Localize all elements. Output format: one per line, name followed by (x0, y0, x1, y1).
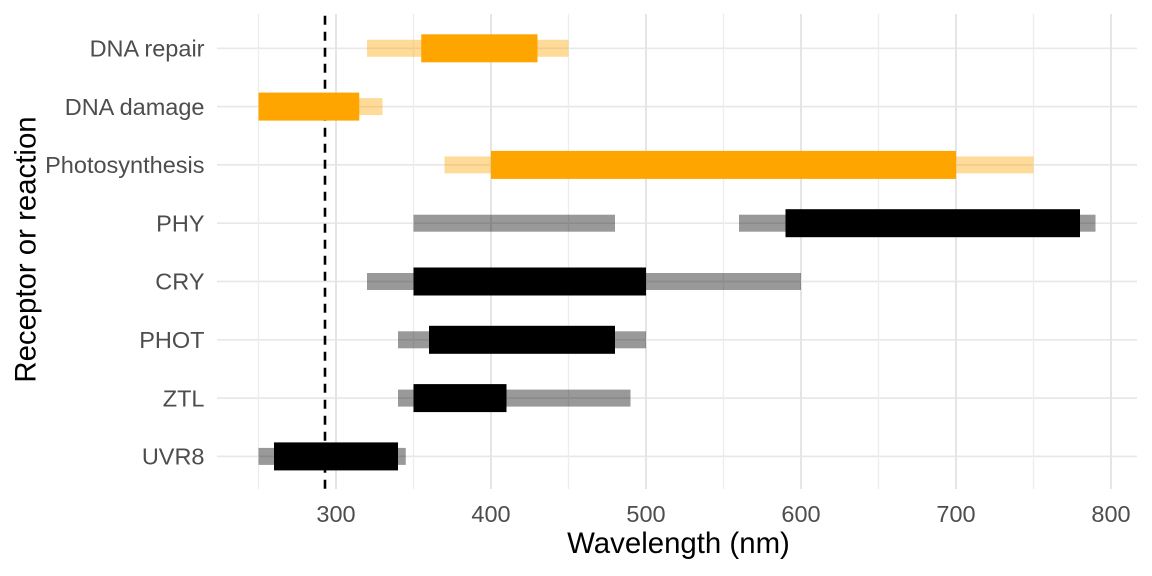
svg-text:300: 300 (316, 501, 355, 527)
svg-text:DNA repair: DNA repair (90, 36, 205, 62)
svg-text:500: 500 (626, 501, 665, 527)
svg-text:PHY: PHY (156, 210, 205, 236)
svg-text:700: 700 (936, 501, 975, 527)
svg-text:DNA damage: DNA damage (65, 94, 205, 120)
svg-text:Wavelength (nm): Wavelength (nm) (567, 527, 790, 560)
svg-text:CRY: CRY (155, 269, 205, 295)
svg-text:PHOT: PHOT (139, 327, 204, 353)
svg-text:Receptor or reaction: Receptor or reaction (10, 116, 43, 382)
svg-text:600: 600 (781, 501, 820, 527)
svg-text:Photosynthesis: Photosynthesis (45, 152, 204, 178)
svg-text:400: 400 (471, 501, 510, 527)
svg-text:ZTL: ZTL (163, 385, 205, 411)
svg-text:800: 800 (1091, 501, 1130, 527)
svg-text:UVR8: UVR8 (142, 444, 205, 470)
